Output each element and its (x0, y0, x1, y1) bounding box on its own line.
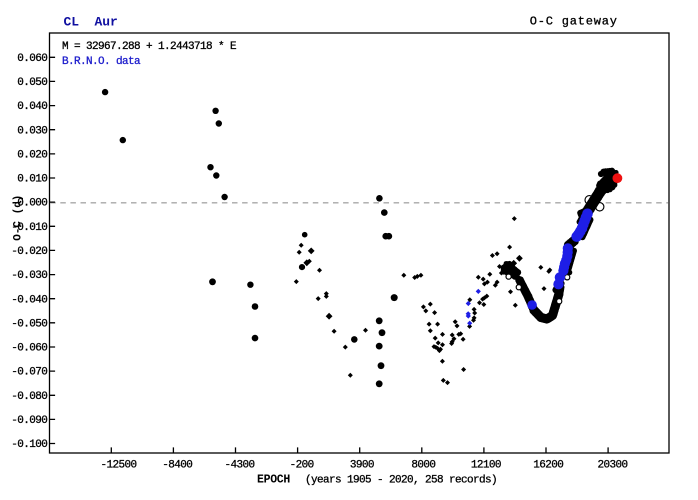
svg-text:12100: 12100 (471, 460, 501, 472)
svg-text:-0.050: -0.050 (11, 318, 47, 330)
svg-text:M = 32967.288 + 1.2443718 * E: M = 32967.288 + 1.2443718 * E (62, 41, 237, 53)
svg-text:(years 1905 - 2020, 258 record: (years 1905 - 2020, 258 records) (305, 475, 497, 487)
svg-text:-4300: -4300 (224, 460, 254, 472)
svg-text:-0.090: -0.090 (11, 415, 47, 427)
svg-text:0.020: 0.020 (17, 150, 47, 162)
svg-text:-0.080: -0.080 (11, 391, 47, 403)
svg-text:0.060: 0.060 (17, 53, 47, 65)
svg-text:B.R.N.O. data: B.R.N.O. data (62, 56, 141, 68)
svg-text:-0.100: -0.100 (11, 439, 47, 451)
svg-text:0.030: 0.030 (17, 125, 47, 137)
svg-text:-12500: -12500 (100, 460, 136, 472)
svg-text:-0.020: -0.020 (11, 246, 47, 258)
svg-text:O-C gateway: O-C gateway (530, 15, 618, 29)
svg-text:-0.070: -0.070 (11, 367, 47, 379)
svg-text:-8400: -8400 (162, 460, 192, 472)
svg-text:-0.060: -0.060 (11, 343, 47, 355)
svg-text:O-C (d): O-C (d) (13, 195, 25, 241)
svg-text:0.000: 0.000 (17, 198, 47, 210)
svg-text:8000: 8000 (411, 460, 435, 472)
svg-text:20300: 20300 (597, 460, 627, 472)
svg-text:-0.030: -0.030 (11, 270, 47, 282)
svg-text:0.050: 0.050 (17, 77, 47, 89)
svg-text:0.040: 0.040 (17, 101, 47, 113)
svg-text:-0.040: -0.040 (11, 294, 47, 306)
svg-text:16200: 16200 (533, 460, 563, 472)
svg-text:CL Aur: CL Aur (64, 14, 118, 29)
svg-text:EPOCH: EPOCH (257, 474, 290, 487)
svg-text:-0.010: -0.010 (11, 222, 47, 234)
svg-text:-200: -200 (290, 460, 314, 472)
svg-text:0.010: 0.010 (17, 174, 47, 186)
svg-text:3900: 3900 (350, 460, 374, 472)
